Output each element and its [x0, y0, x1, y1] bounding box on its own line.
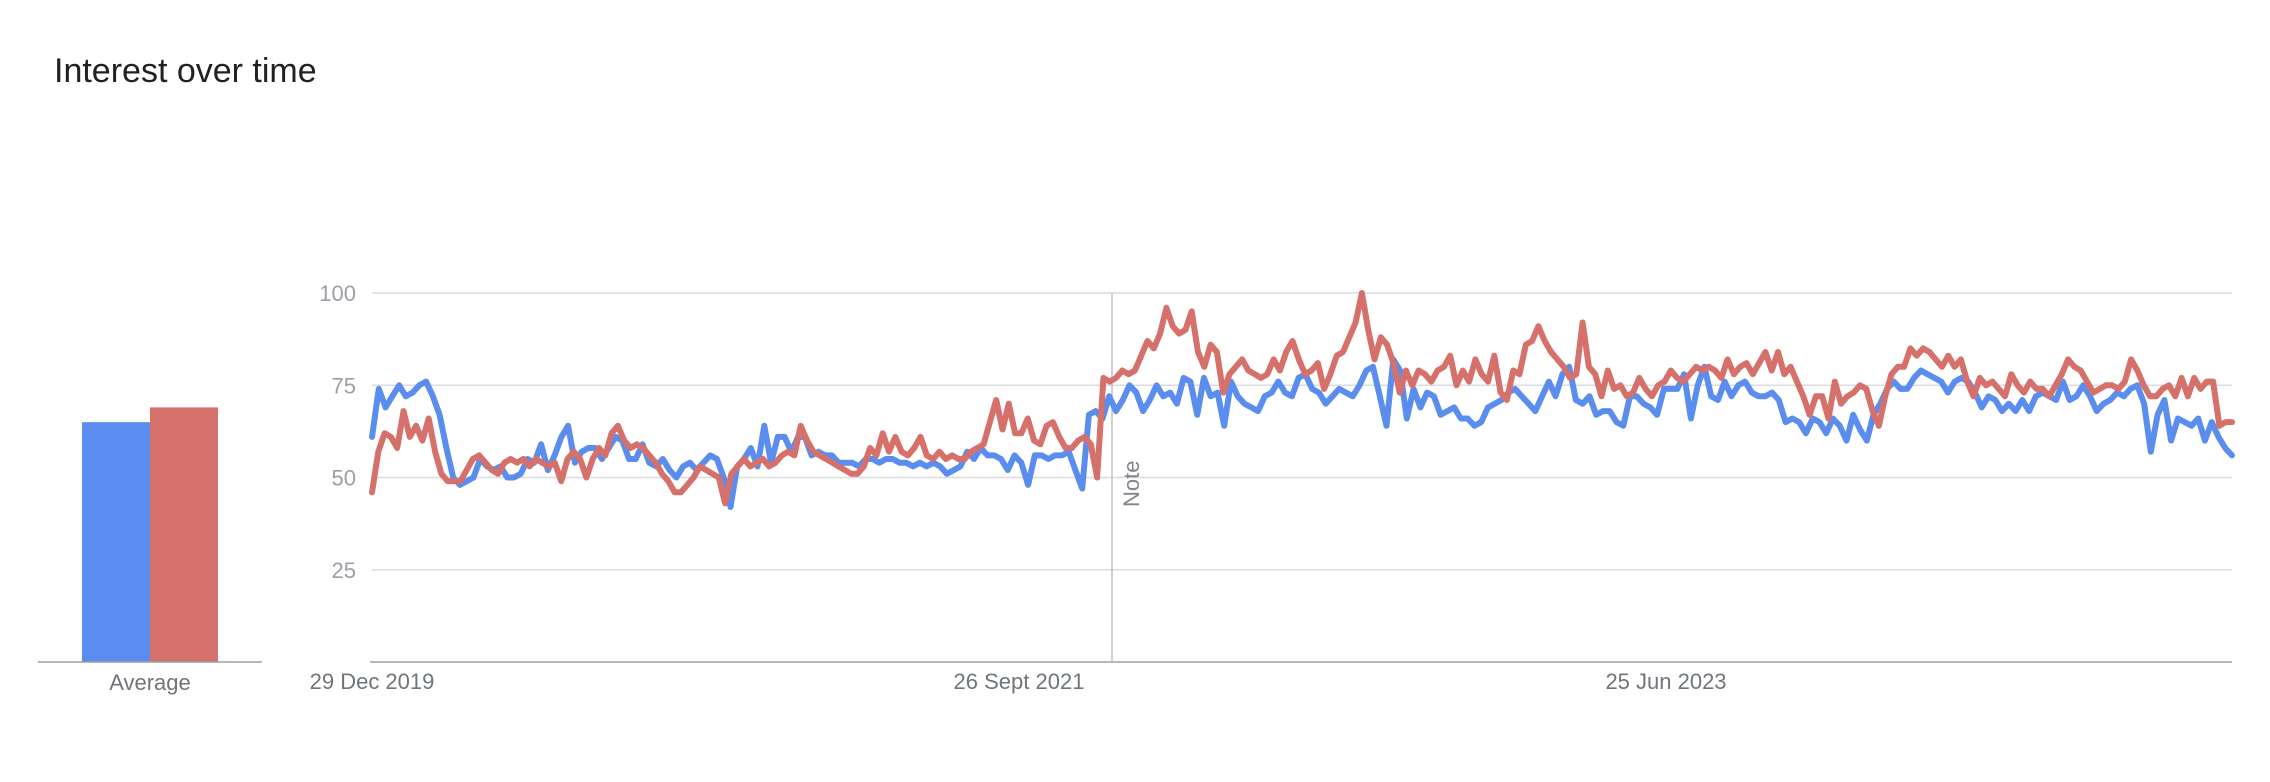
average-bars: Average — [38, 407, 262, 695]
y-tick-label-25: 25 — [332, 558, 356, 583]
y-tick-label-75: 75 — [332, 373, 356, 398]
y-tick-label-100: 100 — [319, 281, 356, 306]
y-gridlines: 25 50 75 100 — [319, 281, 2232, 583]
note-marker-label[interactable]: Note — [1119, 461, 1144, 507]
average-bar-series1 — [82, 422, 150, 662]
series-line-2[interactable] — [369, 290, 2235, 507]
average-label: Average — [109, 670, 191, 695]
series-line-1[interactable] — [369, 356, 2235, 510]
chart-title: Interest over time — [54, 52, 317, 90]
y-tick-label-50: 50 — [332, 466, 356, 491]
series-lines — [369, 290, 2235, 510]
average-bar-series2 — [150, 407, 218, 662]
x-tick-label-2: 26 Sept 2021 — [954, 669, 1085, 694]
x-tick-label-3: 25 Jun 2023 — [1605, 669, 1726, 694]
x-tick-label-1: 29 Dec 2019 — [310, 669, 435, 694]
